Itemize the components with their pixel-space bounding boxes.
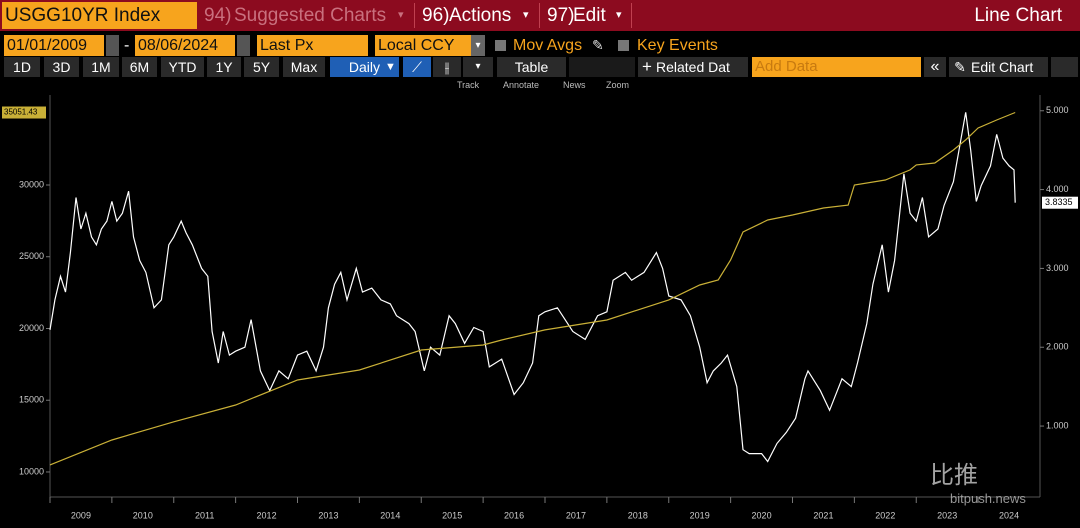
caret: ▾ bbox=[523, 9, 529, 21]
y-tick-label: 15000 bbox=[19, 395, 44, 405]
period[interactable]: 3D bbox=[44, 57, 79, 77]
y-tick-label: 10000 bbox=[19, 466, 44, 476]
y2-tick-label: 3.000 bbox=[1046, 263, 1069, 273]
line bbox=[49, 112, 1016, 463]
last-value-label: 3.8335 bbox=[1045, 197, 1073, 207]
line bbox=[49, 111, 1016, 466]
related-data[interactable]: Related Dat bbox=[656, 57, 748, 77]
x-tick-label: 2018 bbox=[628, 510, 648, 520]
chart: 10000 15000 20000 25000 30000 1.000 2.000 3.000… bbox=[2, 95, 1078, 520]
y2-tick-label: 5.000 bbox=[1046, 105, 1069, 115]
caret: ▾ bbox=[616, 9, 622, 21]
x-tick-label: 2023 bbox=[937, 510, 957, 520]
x-tick-label: 2010 bbox=[133, 510, 153, 520]
dropdown[interactable]: ▾ bbox=[471, 35, 485, 56]
x-tick-label: 2009 bbox=[71, 510, 91, 520]
x-tick-label: 2022 bbox=[875, 510, 895, 520]
table-button[interactable]: Table bbox=[497, 57, 566, 77]
x-tick-label: 2014 bbox=[380, 510, 400, 520]
x-tick-label: 2020 bbox=[752, 510, 772, 520]
menu-num[interactable]: 97) bbox=[547, 5, 575, 26]
x-tick-label: 2016 bbox=[504, 510, 524, 520]
blank bbox=[1051, 57, 1078, 77]
watermark: 比推 bbox=[930, 462, 978, 489]
period[interactable]: 5Y bbox=[244, 57, 279, 77]
plus: + bbox=[638, 57, 656, 77]
ticker[interactable]: USGG10YR Index bbox=[2, 2, 197, 29]
y-tick-label: 20000 bbox=[19, 323, 44, 333]
edit-chart[interactable]: Edit Chart bbox=[971, 57, 1048, 77]
x-tick-label: 2019 bbox=[690, 510, 710, 520]
menu-num[interactable]: 96) bbox=[422, 5, 450, 26]
caret: ▾ bbox=[398, 9, 404, 21]
view-name: Line Chart bbox=[974, 5, 1062, 26]
bar-icon[interactable]: ⫲ bbox=[433, 57, 461, 77]
currency[interactable]: Local CCY bbox=[375, 35, 471, 56]
y2-tick-label: 4.000 bbox=[1046, 184, 1069, 194]
calendar-icon[interactable] bbox=[237, 35, 250, 56]
tool[interactable]: Zoom bbox=[606, 80, 630, 90]
period[interactable]: YTD bbox=[161, 57, 204, 77]
field[interactable]: Last Px bbox=[257, 35, 368, 56]
tool[interactable]: Annotate bbox=[503, 80, 540, 90]
pencil-icon[interactable]: ✎ bbox=[592, 37, 604, 53]
x-tick-label: 2015 bbox=[442, 510, 462, 520]
period[interactable]: 1D bbox=[4, 57, 40, 77]
period[interactable]: 1Y bbox=[207, 57, 241, 77]
x-tick-label: 2012 bbox=[257, 510, 277, 520]
last-value-label: 35051.43 bbox=[4, 108, 38, 117]
tool[interactable]: News bbox=[563, 80, 586, 90]
period[interactable]: 1M bbox=[83, 57, 119, 77]
x-tick-label: 2013 bbox=[318, 510, 338, 520]
blank bbox=[569, 57, 635, 77]
line-icon[interactable]: ⟋ bbox=[403, 57, 431, 77]
watermark: bitpush.news bbox=[950, 491, 1026, 506]
frequency[interactable]: Daily bbox=[330, 57, 382, 77]
calendar-icon[interactable] bbox=[106, 35, 119, 56]
add-data[interactable]: Add Data bbox=[752, 57, 921, 77]
period[interactable]: 6M bbox=[122, 57, 157, 77]
last-value-box bbox=[1042, 196, 1078, 209]
x-tick-label: 2021 bbox=[813, 510, 833, 520]
last-value-box bbox=[2, 106, 46, 119]
more[interactable]: ▾ bbox=[463, 57, 493, 77]
x-tick-label: 2017 bbox=[566, 510, 586, 520]
x-tick-label: 2024 bbox=[999, 510, 1019, 520]
menu-num[interactable]: 94) bbox=[204, 5, 232, 26]
divider bbox=[539, 3, 540, 28]
period[interactable]: Max bbox=[283, 57, 325, 77]
menu[interactable]: Actions bbox=[449, 5, 512, 26]
menu[interactable]: Suggested Charts bbox=[234, 5, 387, 26]
start-date[interactable]: 01/01/2009 bbox=[4, 35, 104, 56]
checkbox[interactable] bbox=[495, 40, 506, 51]
menu[interactable]: Edit bbox=[573, 5, 606, 26]
end-date[interactable]: 08/06/2024 bbox=[135, 35, 235, 56]
key-events[interactable]: Key Events bbox=[637, 37, 718, 54]
y-tick-label: 30000 bbox=[19, 179, 44, 189]
y2-tick-label: 1.000 bbox=[1046, 420, 1069, 430]
divider bbox=[631, 3, 632, 28]
collapse[interactable]: « bbox=[924, 57, 946, 77]
caret: ▼ bbox=[382, 57, 399, 77]
divider bbox=[414, 3, 415, 28]
pencil-icon: ✎ bbox=[949, 57, 971, 77]
mov-avgs[interactable]: Mov Avgs bbox=[513, 37, 583, 54]
y2-tick-label: 2.000 bbox=[1046, 342, 1069, 352]
dash: - bbox=[124, 37, 130, 54]
tool[interactable]: Track bbox=[457, 80, 480, 90]
x-tick-label: 2011 bbox=[195, 510, 214, 520]
y-tick-label: 25000 bbox=[19, 251, 44, 261]
checkbox[interactable] bbox=[618, 40, 629, 51]
